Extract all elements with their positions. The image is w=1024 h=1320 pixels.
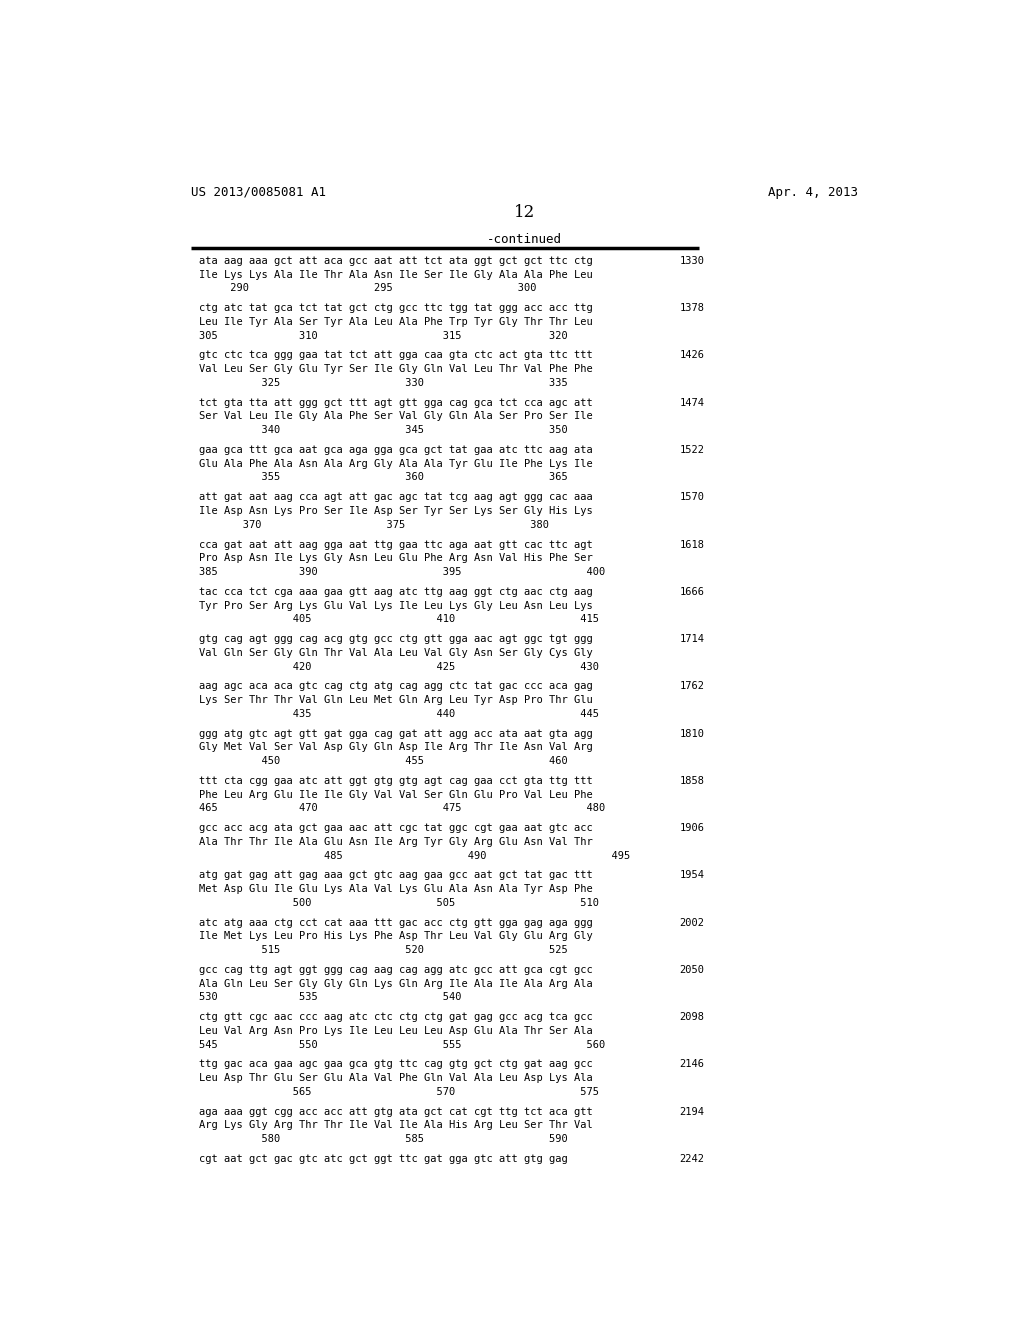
Text: ggg atg gtc agt gtt gat gga cag gat att agg acc ata aat gta agg: ggg atg gtc agt gtt gat gga cag gat att … [200, 729, 593, 739]
Text: 2002: 2002 [680, 917, 705, 928]
Text: ttg gac aca gaa agc gaa gca gtg ttc cag gtg gct ctg gat aag gcc: ttg gac aca gaa agc gaa gca gtg ttc cag … [200, 1060, 593, 1069]
Text: 515                    520                    525: 515 520 525 [200, 945, 568, 956]
Text: Gly Met Val Ser Val Asp Gly Gln Asp Ile Arg Thr Ile Asn Val Arg: Gly Met Val Ser Val Asp Gly Gln Asp Ile … [200, 742, 593, 752]
Text: 1426: 1426 [680, 351, 705, 360]
Text: 355                    360                    365: 355 360 365 [200, 473, 568, 483]
Text: aga aaa ggt cgg acc acc att gtg ata gct cat cgt ttg tct aca gtt: aga aaa ggt cgg acc acc att gtg ata gct … [200, 1106, 593, 1117]
Text: 2242: 2242 [680, 1154, 705, 1164]
Text: ctg atc tat gca tct tat gct ctg gcc ttc tgg tat ggg acc acc ttg: ctg atc tat gca tct tat gct ctg gcc ttc … [200, 304, 593, 313]
Text: 405                    410                    415: 405 410 415 [200, 614, 599, 624]
Text: 2194: 2194 [680, 1106, 705, 1117]
Text: tct gta tta att ggg gct ttt agt gtt gga cag gca tct cca agc att: tct gta tta att ggg gct ttt agt gtt gga … [200, 397, 593, 408]
Text: Met Asp Glu Ile Glu Lys Ala Val Lys Glu Ala Asn Ala Tyr Asp Phe: Met Asp Glu Ile Glu Lys Ala Val Lys Glu … [200, 884, 593, 894]
Text: 370                    375                    380: 370 375 380 [200, 520, 550, 529]
Text: Ile Met Lys Leu Pro His Lys Phe Asp Thr Leu Val Gly Glu Arg Gly: Ile Met Lys Leu Pro His Lys Phe Asp Thr … [200, 932, 593, 941]
Text: att gat aat aag cca agt att gac agc tat tcg aag agt ggg cac aaa: att gat aat aag cca agt att gac agc tat … [200, 492, 593, 503]
Text: Ala Gln Leu Ser Gly Gly Gln Lys Gln Arg Ile Ala Ile Ala Arg Ala: Ala Gln Leu Ser Gly Gly Gln Lys Gln Arg … [200, 978, 593, 989]
Text: US 2013/0085081 A1: US 2013/0085081 A1 [191, 186, 327, 199]
Text: Arg Lys Gly Arg Thr Thr Ile Val Ile Ala His Arg Leu Ser Thr Val: Arg Lys Gly Arg Thr Thr Ile Val Ile Ala … [200, 1121, 593, 1130]
Text: Leu Val Arg Asn Pro Lys Ile Leu Leu Leu Asp Glu Ala Thr Ser Ala: Leu Val Arg Asn Pro Lys Ile Leu Leu Leu … [200, 1026, 593, 1036]
Text: gcc acc acg ata gct gaa aac att cgc tat ggc cgt gaa aat gtc acc: gcc acc acg ata gct gaa aac att cgc tat … [200, 824, 593, 833]
Text: 1378: 1378 [680, 304, 705, 313]
Text: Glu Ala Phe Ala Asn Ala Arg Gly Ala Ala Tyr Glu Ile Phe Lys Ile: Glu Ala Phe Ala Asn Ala Arg Gly Ala Ala … [200, 459, 593, 469]
Text: ctg gtt cgc aac ccc aag atc ctc ctg ctg gat gag gcc acg tca gcc: ctg gtt cgc aac ccc aag atc ctc ctg ctg … [200, 1012, 593, 1022]
Text: cca gat aat att aag gga aat ttg gaa ttc aga aat gtt cac ttc agt: cca gat aat att aag gga aat ttg gaa ttc … [200, 540, 593, 549]
Text: atg gat gag att gag aaa gct gtc aag gaa gcc aat gct tat gac ttt: atg gat gag att gag aaa gct gtc aag gaa … [200, 870, 593, 880]
Text: 1570: 1570 [680, 492, 705, 503]
Text: Pro Asp Asn Ile Lys Gly Asn Leu Glu Phe Arg Asn Val His Phe Ser: Pro Asp Asn Ile Lys Gly Asn Leu Glu Phe … [200, 553, 593, 564]
Text: 565                    570                    575: 565 570 575 [200, 1086, 599, 1097]
Text: 1906: 1906 [680, 824, 705, 833]
Text: 1714: 1714 [680, 634, 705, 644]
Text: Ile Lys Lys Ala Ile Thr Ala Asn Ile Ser Ile Gly Ala Ala Phe Leu: Ile Lys Lys Ala Ile Thr Ala Asn Ile Ser … [200, 269, 593, 280]
Text: 305             310                    315              320: 305 310 315 320 [200, 331, 568, 341]
Text: tac cca tct cga aaa gaa gtt aag atc ttg aag ggt ctg aac ctg aag: tac cca tct cga aaa gaa gtt aag atc ttg … [200, 587, 593, 597]
Text: Ile Asp Asn Lys Pro Ser Ile Asp Ser Tyr Ser Lys Ser Gly His Lys: Ile Asp Asn Lys Pro Ser Ile Asp Ser Tyr … [200, 506, 593, 516]
Text: Lys Ser Thr Thr Val Gln Leu Met Gln Arg Leu Tyr Asp Pro Thr Glu: Lys Ser Thr Thr Val Gln Leu Met Gln Arg … [200, 696, 593, 705]
Text: 420                    425                    430: 420 425 430 [200, 661, 599, 672]
Text: 530             535                    540: 530 535 540 [200, 993, 462, 1002]
Text: 12: 12 [514, 205, 536, 222]
Text: Leu Ile Tyr Ala Ser Tyr Ala Leu Ala Phe Trp Tyr Gly Thr Thr Leu: Leu Ile Tyr Ala Ser Tyr Ala Leu Ala Phe … [200, 317, 593, 327]
Text: gaa gca ttt gca aat gca aga gga gca gct tat gaa atc ttc aag ata: gaa gca ttt gca aat gca aga gga gca gct … [200, 445, 593, 455]
Text: Apr. 4, 2013: Apr. 4, 2013 [768, 186, 858, 199]
Text: 385             390                    395                    400: 385 390 395 400 [200, 568, 605, 577]
Text: 545             550                    555                    560: 545 550 555 560 [200, 1040, 605, 1049]
Text: cgt aat gct gac gtc atc gct ggt ttc gat gga gtc att gtg gag: cgt aat gct gac gtc atc gct ggt ttc gat … [200, 1154, 568, 1164]
Text: -continued: -continued [487, 232, 562, 246]
Text: 290                    295                    300: 290 295 300 [200, 284, 537, 293]
Text: 1330: 1330 [680, 256, 705, 265]
Text: 1810: 1810 [680, 729, 705, 739]
Text: 1522: 1522 [680, 445, 705, 455]
Text: 1618: 1618 [680, 540, 705, 549]
Text: atc atg aaa ctg cct cat aaa ttt gac acc ctg gtt gga gag aga ggg: atc atg aaa ctg cct cat aaa ttt gac acc … [200, 917, 593, 928]
Text: 465             470                    475                    480: 465 470 475 480 [200, 804, 605, 813]
Text: Leu Asp Thr Glu Ser Glu Ala Val Phe Gln Val Ala Leu Asp Lys Ala: Leu Asp Thr Glu Ser Glu Ala Val Phe Gln … [200, 1073, 593, 1084]
Text: Ala Thr Thr Ile Ala Glu Asn Ile Arg Tyr Gly Arg Glu Asn Val Thr: Ala Thr Thr Ile Ala Glu Asn Ile Arg Tyr … [200, 837, 593, 847]
Text: 2146: 2146 [680, 1060, 705, 1069]
Text: aag agc aca aca gtc cag ctg atg cag agg ctc tat gac ccc aca gag: aag agc aca aca gtc cag ctg atg cag agg … [200, 681, 593, 692]
Text: 1666: 1666 [680, 587, 705, 597]
Text: 1762: 1762 [680, 681, 705, 692]
Text: Phe Leu Arg Glu Ile Ile Gly Val Val Ser Gln Glu Pro Val Leu Phe: Phe Leu Arg Glu Ile Ile Gly Val Val Ser … [200, 789, 593, 800]
Text: Val Gln Ser Gly Gln Thr Val Ala Leu Val Gly Asn Ser Gly Cys Gly: Val Gln Ser Gly Gln Thr Val Ala Leu Val … [200, 648, 593, 657]
Text: Tyr Pro Ser Arg Lys Glu Val Lys Ile Leu Lys Gly Leu Asn Leu Lys: Tyr Pro Ser Arg Lys Glu Val Lys Ile Leu … [200, 601, 593, 611]
Text: 1858: 1858 [680, 776, 705, 785]
Text: ttt cta cgg gaa atc att ggt gtg gtg agt cag gaa cct gta ttg ttt: ttt cta cgg gaa atc att ggt gtg gtg agt … [200, 776, 593, 785]
Text: 435                    440                    445: 435 440 445 [200, 709, 599, 719]
Text: 580                    585                    590: 580 585 590 [200, 1134, 568, 1144]
Text: gtc ctc tca ggg gaa tat tct att gga caa gta ctc act gta ttc ttt: gtc ctc tca ggg gaa tat tct att gga caa … [200, 351, 593, 360]
Text: gtg cag agt ggg cag acg gtg gcc ctg gtt gga aac agt ggc tgt ggg: gtg cag agt ggg cag acg gtg gcc ctg gtt … [200, 634, 593, 644]
Text: 340                    345                    350: 340 345 350 [200, 425, 568, 436]
Text: Val Leu Ser Gly Glu Tyr Ser Ile Gly Gln Val Leu Thr Val Phe Phe: Val Leu Ser Gly Glu Tyr Ser Ile Gly Gln … [200, 364, 593, 375]
Text: 500                    505                    510: 500 505 510 [200, 898, 599, 908]
Text: 2050: 2050 [680, 965, 705, 975]
Text: 450                    455                    460: 450 455 460 [200, 756, 568, 766]
Text: Ser Val Leu Ile Gly Ala Phe Ser Val Gly Gln Ala Ser Pro Ser Ile: Ser Val Leu Ile Gly Ala Phe Ser Val Gly … [200, 412, 593, 421]
Text: 1474: 1474 [680, 397, 705, 408]
Text: 2098: 2098 [680, 1012, 705, 1022]
Text: 325                    330                    335: 325 330 335 [200, 378, 568, 388]
Text: ata aag aaa gct att aca gcc aat att tct ata ggt gct gct ttc ctg: ata aag aaa gct att aca gcc aat att tct … [200, 256, 593, 265]
Text: 1954: 1954 [680, 870, 705, 880]
Text: 485                    490                    495: 485 490 495 [200, 850, 631, 861]
Text: gcc cag ttg agt ggt ggg cag aag cag agg atc gcc att gca cgt gcc: gcc cag ttg agt ggt ggg cag aag cag agg … [200, 965, 593, 975]
